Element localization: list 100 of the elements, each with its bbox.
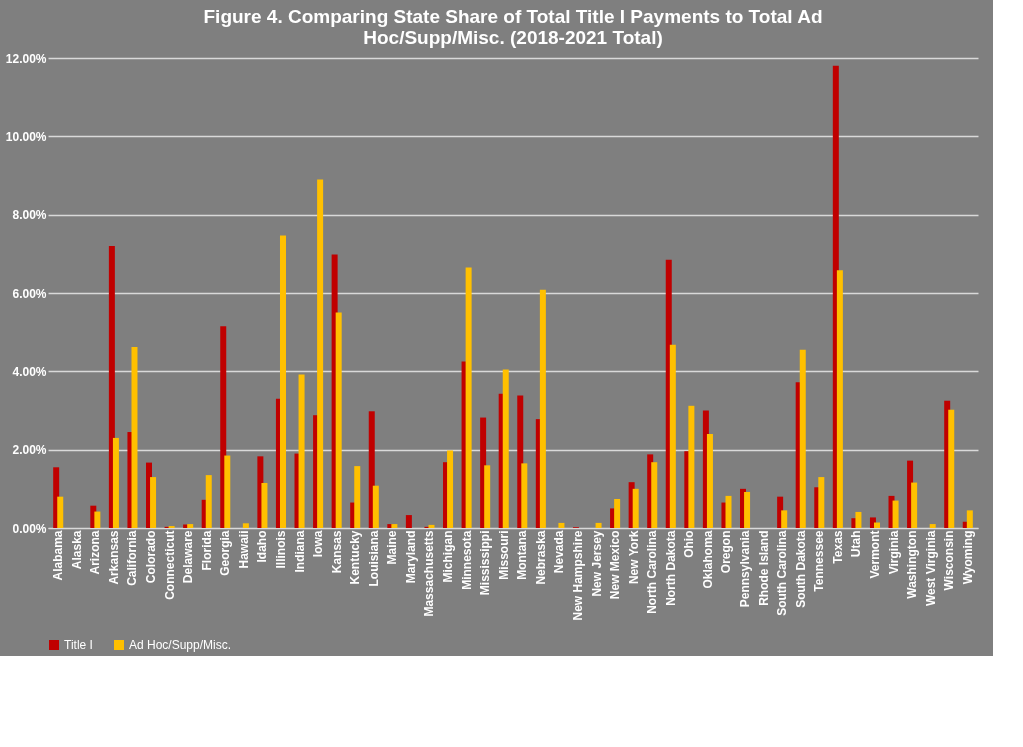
x-tick-label: Maryland bbox=[403, 530, 418, 584]
bar bbox=[614, 499, 621, 528]
x-tick-label: New Hampshire bbox=[570, 530, 585, 621]
bar bbox=[317, 179, 324, 528]
bar bbox=[781, 510, 788, 528]
bar bbox=[335, 312, 342, 528]
x-tick-label: Nevada bbox=[552, 530, 567, 574]
bar bbox=[94, 511, 101, 528]
bar bbox=[57, 496, 64, 528]
x-tick-label: Colorado bbox=[144, 530, 159, 584]
x-tick-label: Virginia bbox=[886, 530, 901, 575]
bar bbox=[911, 482, 918, 528]
x-tick-label: Hawaii bbox=[236, 530, 251, 569]
x-tick-label: Oregon bbox=[719, 530, 734, 574]
x-tick-label: Iowa bbox=[311, 530, 326, 558]
x-tick-label: Idaho bbox=[255, 530, 270, 563]
x-tick-label: Connecticut bbox=[162, 530, 177, 600]
bar bbox=[725, 495, 732, 528]
bar bbox=[405, 515, 412, 528]
bar bbox=[558, 522, 565, 528]
x-tick-label: Texas bbox=[830, 530, 845, 564]
y-tick-label: 6.00% bbox=[12, 286, 47, 301]
x-tick-label: California bbox=[125, 530, 140, 586]
x-tick-label: Washington bbox=[905, 530, 920, 599]
x-tick-label: Mississippi bbox=[478, 530, 493, 596]
y-tick-label: 12.00% bbox=[5, 51, 47, 66]
x-tick-label: Missouri bbox=[496, 530, 511, 580]
bar bbox=[465, 267, 472, 528]
x-tick-label: Nebraska bbox=[533, 530, 548, 585]
x-tick-label: Wisconsin bbox=[942, 530, 957, 591]
x-tick-label: New Jersey bbox=[589, 530, 604, 597]
bar bbox=[391, 524, 398, 528]
bar bbox=[818, 477, 825, 528]
x-tick-label: Minnesota bbox=[459, 530, 474, 590]
bar bbox=[706, 434, 713, 528]
x-tick-label: Louisiana bbox=[366, 530, 381, 587]
bar bbox=[484, 465, 491, 528]
x-tick-label: Massachusetts bbox=[422, 530, 437, 617]
x-tick-label: Vermont bbox=[867, 530, 882, 579]
bar bbox=[502, 369, 509, 528]
bar bbox=[688, 405, 695, 528]
x-tick-label: Alaska bbox=[69, 530, 84, 570]
bar bbox=[428, 524, 435, 528]
x-tick-label: Kansas bbox=[329, 530, 344, 574]
y-tick-label: 4.00% bbox=[12, 364, 47, 379]
bar bbox=[150, 477, 157, 528]
y-tick-label: 0.00% bbox=[12, 521, 47, 536]
chart-title: Figure 4. Comparing State Share of Total Title I Payments to Total Ad Hoc/Supp/Misc. (2018-2021 Total) bbox=[203, 6, 823, 48]
x-tick-label: Montana bbox=[515, 530, 530, 580]
x-tick-label: Delaware bbox=[181, 530, 196, 584]
y-tick-label: 10.00% bbox=[5, 129, 47, 144]
bar bbox=[279, 235, 286, 528]
bar bbox=[112, 437, 119, 528]
x-tick-label: North Carolina bbox=[645, 530, 660, 614]
bar bbox=[669, 344, 676, 528]
bar bbox=[447, 450, 454, 528]
bar bbox=[521, 463, 528, 528]
bar bbox=[799, 349, 806, 528]
x-tick-label: Pennsylvania bbox=[738, 530, 753, 608]
bar bbox=[874, 522, 881, 528]
x-tick-label: Kentucky bbox=[348, 530, 363, 585]
x-tick-label: Ohio bbox=[682, 530, 697, 558]
x-tick-label: South Carolina bbox=[775, 530, 790, 616]
bar bbox=[372, 485, 379, 528]
bar bbox=[744, 491, 751, 528]
bar bbox=[187, 524, 194, 528]
bar bbox=[966, 510, 973, 528]
bar bbox=[298, 374, 305, 528]
bar bbox=[224, 455, 231, 528]
x-tick-label: Arizona bbox=[88, 530, 103, 575]
x-tick-label: Illinois bbox=[273, 530, 288, 569]
x-tick-label: Indiana bbox=[292, 530, 307, 573]
bar bbox=[948, 409, 955, 528]
x-tick-label: Rhode Island bbox=[756, 530, 771, 606]
x-tick-label: Georgia bbox=[218, 530, 233, 576]
x-tick-label: Maine bbox=[385, 530, 400, 565]
bar bbox=[595, 522, 602, 528]
bar bbox=[242, 523, 249, 528]
x-tick-label: Tennessee bbox=[812, 530, 827, 592]
legend-label: Title I bbox=[64, 638, 93, 652]
x-tick-label: North Dakota bbox=[663, 530, 678, 606]
bar bbox=[651, 462, 658, 528]
x-tick-label: South Dakota bbox=[793, 530, 808, 608]
bar bbox=[929, 524, 936, 528]
x-tick-label: West Virginia bbox=[923, 530, 938, 607]
bar bbox=[131, 347, 138, 528]
x-tick-label: Utah bbox=[849, 530, 864, 558]
y-tick-label: 8.00% bbox=[12, 208, 47, 223]
x-tick-label: New Mexico bbox=[608, 530, 623, 600]
bar bbox=[632, 488, 639, 528]
x-tick-label: New York bbox=[626, 530, 641, 585]
bar bbox=[354, 466, 361, 528]
x-tick-label: Oklahoma bbox=[700, 530, 715, 589]
bar bbox=[836, 270, 843, 528]
bar bbox=[892, 500, 899, 528]
x-tick-label: Arkansas bbox=[106, 530, 121, 585]
y-tick-label: 2.00% bbox=[12, 443, 47, 458]
legend-label: Ad Hoc/Supp/Misc. bbox=[129, 638, 232, 652]
bar bbox=[855, 511, 862, 528]
x-tick-label: Alabama bbox=[51, 530, 66, 581]
